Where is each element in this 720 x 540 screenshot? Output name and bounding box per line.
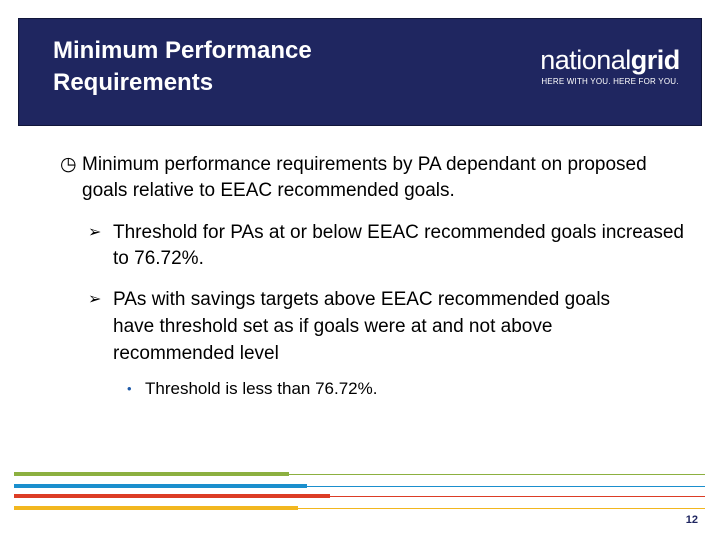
sub-sub-bullet: • Threshold is less than 76.72%. xyxy=(127,376,627,402)
logo-wordmark-national: national xyxy=(540,45,631,75)
logo-wordmark: nationalgrid xyxy=(535,43,685,77)
slide-title: Minimum Performance Requirements xyxy=(53,37,312,96)
footer-stripe-blue xyxy=(14,484,307,488)
title-banner: Minimum Performance Requirements nationa… xyxy=(18,18,702,126)
footer-stripe-blue-line xyxy=(307,486,705,487)
logo-tagline: HERE WITH YOU. HERE FOR YOU. xyxy=(541,77,679,86)
main-bullet: ◷ Minimum performance requirements by PA… xyxy=(60,152,670,204)
main-bullet-text: Minimum performance requirements by PA d… xyxy=(82,154,647,201)
national-grid-logo: nationalgrid HERE WITH YOU. HERE FOR YOU… xyxy=(535,43,685,87)
arrow-bullet-icon: ➢ xyxy=(88,224,102,241)
sub-sub-bullet-text: Threshold is less than 76.72%. xyxy=(145,379,378,398)
footer-stripe-green xyxy=(14,472,289,476)
arrow-bullet-icon: ➢ xyxy=(88,291,102,308)
sub-bullet: ➢ Threshold for PAs at or below EEAC rec… xyxy=(88,220,688,272)
clock-icon: ◷ xyxy=(60,154,77,175)
footer-stripe-green-line xyxy=(289,474,705,475)
page-number: 12 xyxy=(685,514,698,526)
footer-stripe-red xyxy=(14,494,330,498)
footer-stripe-yellow-line xyxy=(298,508,705,509)
footer-stripe-red-line xyxy=(330,496,705,497)
logo-wordmark-grid: grid xyxy=(630,45,681,75)
sub-bullet-text: Threshold for PAs at or below EEAC recom… xyxy=(113,222,684,269)
footer-stripe-yellow xyxy=(14,506,298,510)
sub-bullet-text: PAs with savings targets above EEAC reco… xyxy=(113,289,611,364)
sub-bullet: ➢ PAs with savings targets above EEAC re… xyxy=(88,286,648,367)
dot-bullet-icon: • xyxy=(127,381,132,396)
